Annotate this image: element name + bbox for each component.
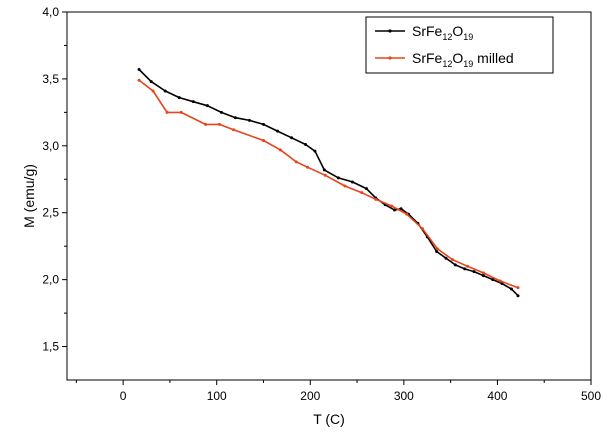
- y-axis-ticks: 1,5 2,0 2,5 3,0 3,5 4,0: [42, 5, 67, 354]
- x-tick-label-500: 500: [581, 389, 601, 403]
- series-1-point: [436, 247, 440, 251]
- series-1-point: [278, 148, 282, 152]
- series-0-point: [137, 68, 141, 72]
- series-0-point: [149, 80, 153, 84]
- y-tick-label-3: 3,0: [42, 139, 59, 153]
- legend-label-0-base2: O: [452, 23, 463, 39]
- series-1-point: [498, 279, 502, 283]
- series-0-point: [233, 116, 237, 120]
- series-0-point: [304, 142, 308, 146]
- x-axis-title: T (C): [313, 411, 345, 427]
- legend-label-0-sub2: 19: [463, 32, 473, 42]
- series-0-point: [399, 207, 403, 211]
- series-1-point: [262, 138, 265, 142]
- series-1-point: [151, 89, 155, 93]
- series-1-point: [451, 258, 455, 262]
- series-0-point: [444, 256, 448, 260]
- series-1-point: [421, 227, 425, 231]
- x-tick-label-300: 300: [394, 389, 414, 403]
- series-0-point: [350, 180, 354, 184]
- series-0-point: [276, 129, 280, 133]
- x-axis-ticks: 0 100 200 300 400 500: [75, 380, 601, 403]
- series-1-point: [465, 264, 469, 268]
- series-0-point: [435, 250, 439, 254]
- series-0-point: [364, 187, 368, 191]
- legend-box: [365, 16, 554, 74]
- series-0-point: [472, 270, 476, 274]
- series-1-point: [374, 197, 378, 201]
- series-0-point: [290, 136, 294, 140]
- series-1-point: [360, 191, 364, 195]
- legend: SrFe12O19 SrFe12O19 milled: [365, 16, 554, 74]
- series-0-point: [191, 100, 195, 104]
- series-1-point: [165, 110, 169, 114]
- series-0-point: [163, 89, 167, 93]
- plot-frame: [66, 11, 592, 381]
- legend-label-0-base1: SrFe: [412, 23, 443, 39]
- series-line-1: [138, 79, 519, 289]
- x-tick-label-0: 0: [120, 389, 127, 403]
- series-1-point: [405, 212, 409, 216]
- series-0-point: [509, 287, 513, 291]
- series-1-point: [179, 110, 183, 114]
- series-1-point: [232, 128, 236, 132]
- series-0-point: [463, 267, 467, 271]
- series-0-point: [491, 278, 495, 282]
- series-1-point: [343, 184, 347, 188]
- series-1-point: [294, 160, 298, 164]
- series-0-point: [177, 96, 181, 100]
- y-tick-label-2: 2,0: [42, 273, 59, 287]
- series-0-point: [262, 122, 265, 126]
- y-tick-label-1.5: 1,5: [42, 340, 59, 354]
- series-0-point: [393, 208, 396, 212]
- series-line-0: [138, 68, 519, 297]
- series-0-point: [481, 274, 485, 278]
- series-0-point: [453, 263, 457, 267]
- series-0-point: [313, 149, 317, 153]
- legend-label-1-sub1: 12: [442, 59, 452, 69]
- series-0-point: [500, 282, 504, 286]
- x-tick-label-400: 400: [487, 389, 507, 403]
- series-0-point: [516, 294, 520, 298]
- y-axis-title: M (emu/g): [21, 164, 37, 228]
- y-tick-label-4: 4,0: [42, 5, 59, 19]
- legend-marker-0: [388, 29, 392, 33]
- series-0-point: [247, 118, 251, 122]
- series-1-point: [390, 204, 394, 208]
- series-0-point: [219, 110, 223, 114]
- y-tick-label-2.5: 2,5: [42, 206, 59, 220]
- legend-label-1-suffix: milled: [473, 50, 513, 66]
- legend-label-1: SrFe12O19 milled: [412, 50, 514, 69]
- series-1-point: [481, 271, 485, 275]
- series-1-point: [137, 78, 141, 82]
- y-tick-label-3.5: 3,5: [42, 72, 59, 86]
- series-layer: [137, 68, 520, 298]
- legend-label-1-base2: O: [452, 50, 463, 66]
- series-1-point: [218, 122, 222, 126]
- series-1-point: [516, 286, 520, 290]
- legend-label-1-base1: SrFe: [412, 50, 443, 66]
- series-1-point: [203, 122, 207, 126]
- legend-label-0-sub1: 12: [442, 32, 452, 42]
- series-0-point: [205, 104, 209, 108]
- legend-marker-1: [388, 56, 392, 60]
- x-tick-label-200: 200: [300, 389, 320, 403]
- series-1-point: [323, 173, 327, 177]
- x-tick-label-100: 100: [207, 389, 227, 403]
- legend-label-1-sub2: 19: [463, 59, 473, 69]
- legend-label-0: SrFe12O19: [412, 23, 473, 42]
- series-1-point: [305, 165, 309, 169]
- series-0-point: [336, 176, 340, 180]
- series-0-point: [322, 168, 326, 172]
